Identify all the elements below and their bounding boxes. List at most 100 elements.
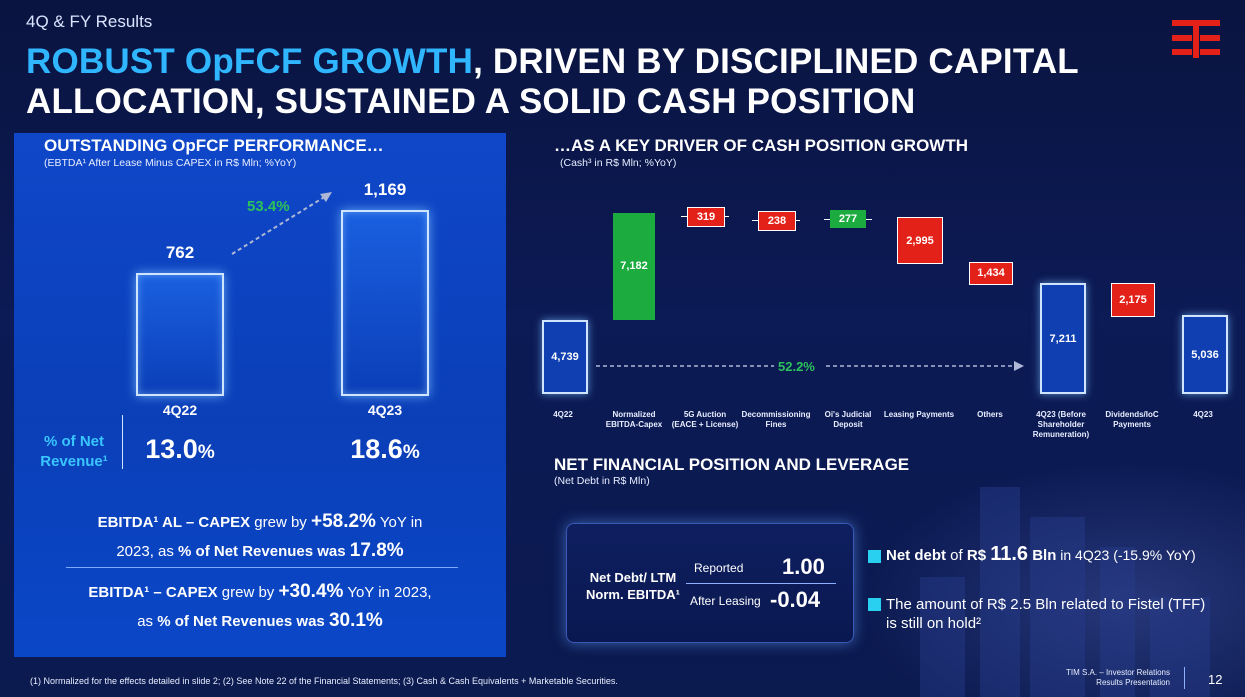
waterfall-category-line: 4Q23 (Before: [1036, 410, 1086, 419]
waterfall-category-line: Normalized: [612, 410, 656, 419]
summary-ebitda: EBITDA¹ – CAPEX grew by +30.4% YoY in 20…: [14, 578, 506, 636]
after-leasing-value: -0.04: [770, 587, 821, 612]
summary2-growth: +30.4%: [278, 581, 344, 602]
divider: [686, 583, 836, 584]
cash-title: …AS A KEY DRIVER OF CASH POSITION GROWTH: [554, 136, 969, 155]
waterfall-category-label: 4Q23 (Before Shareholder Remuneration): [1021, 410, 1101, 440]
page-number: 12: [1208, 672, 1223, 687]
net-debt-bullet: Net debt of R$ 11.6 Bln in 4Q23 (-15.9% …: [886, 543, 1196, 566]
city-skyline-background: [860, 460, 1245, 697]
waterfall-bar: 277: [830, 210, 866, 229]
summary1-pct: 17.8%: [349, 540, 404, 561]
summary2-text-4: % of Net Revenues was: [157, 613, 329, 630]
waterfall-category-label: 5G Auction (EACE + License): [665, 410, 745, 430]
summary1-text: grew by: [250, 514, 311, 531]
nfp-subtitle: (Net Debt in R$ Mln): [554, 475, 650, 487]
opfcf-growth-label: 53.4%: [247, 198, 290, 215]
waterfall-category-line: Others: [977, 410, 1003, 419]
bullet1-d: 11.6: [990, 543, 1029, 565]
opfcf-bar: [341, 210, 429, 396]
waterfall-category-line: Oi's Judicial: [824, 410, 872, 419]
waterfall-category-line: Deposit: [833, 420, 863, 429]
summary1-metric: EBITDA¹ AL – CAPEX: [97, 514, 251, 531]
cash-growth-arrow-icon: [596, 361, 1024, 371]
waterfall-category-line: Remuneration): [1032, 430, 1090, 439]
waterfall-bar: 319: [687, 206, 725, 227]
pct-label-line-2: Revenue¹: [40, 453, 108, 470]
pct-label-line-1: % of Net: [44, 433, 104, 450]
divider: [66, 567, 458, 568]
pct-net-revenue-label: % of Net Revenue¹: [30, 432, 118, 472]
waterfall-bar: 1,434: [969, 261, 1013, 286]
summary1-text-4: % of Net Revenues was: [178, 543, 350, 560]
waterfall-bar: 2,995: [897, 217, 943, 264]
fistel-bullet: The amount of R$ 2.5 Bln related to Fist…: [886, 595, 1205, 633]
pct-suffix: %: [197, 442, 215, 463]
bullet1-a: Net debt: [886, 547, 946, 564]
footer-company: TIM S.A. – Investor Relations Results Pr…: [1020, 668, 1170, 688]
waterfall-category-label: 4Q22: [523, 410, 603, 420]
waterfall-category-line: Decommissioning: [741, 410, 811, 419]
summary1-text-3: 2023, as: [116, 543, 179, 560]
pct-number: 18.6: [350, 434, 403, 464]
waterfall-bar: 5,036: [1182, 315, 1228, 394]
opfcf-category-label: 4Q22: [162, 402, 198, 418]
bullet1-c: R$: [966, 547, 991, 564]
bullet-square-icon: [868, 550, 881, 563]
bullet1-e: Bln: [1028, 547, 1057, 564]
waterfall-category-label: Others: [950, 410, 1030, 420]
divider: [1184, 667, 1185, 689]
waterfall-category-line: 5G Auction: [683, 410, 727, 419]
waterfall-category-line: Payments: [1113, 420, 1151, 429]
waterfall-category-label: Oi's Judicial Deposit: [808, 410, 888, 430]
waterfall-category-label: Dividends/IoC Payments: [1092, 410, 1172, 430]
bullet1-f: in 4Q23 (-15.9% YoY): [1056, 547, 1196, 563]
headline-rest-2: ALLOCATION, SUSTAINED A SOLID CASH POSIT…: [26, 82, 916, 121]
waterfall-bar: 2,175: [1111, 283, 1155, 318]
summary-ebitda-al: EBITDA¹ AL – CAPEX grew by +58.2% YoY in…: [14, 508, 506, 566]
headline-rest-1: , DRIVEN BY DISCIPLINED CAPITAL: [473, 42, 1079, 81]
summary2-metric: EBITDA¹ – CAPEX: [88, 584, 218, 601]
bullet-square-icon: [868, 598, 881, 611]
pct-number: 13.0: [145, 434, 198, 464]
bullet2-a: The amount of R$ 2.5 Bln related to Fist…: [886, 596, 1206, 613]
leverage-label-2: Norm. EBITDA¹: [586, 587, 680, 602]
waterfall-category-label: Normalized EBITDA-Capex: [594, 410, 674, 430]
opfcf-pct-value: 13.0%: [106, 434, 254, 465]
leverage-label-1: Net Debt/ LTM: [589, 570, 677, 585]
waterfall-bar: 238: [758, 210, 796, 231]
waterfall-category-label: Leasing Payments: [879, 410, 959, 420]
opfcf-pct-value: 18.6%: [311, 434, 459, 465]
nfp-title: NET FINANCIAL POSITION AND LEVERAGE: [554, 455, 910, 474]
opfcf-bar-value: 762: [165, 243, 195, 263]
summary1-growth: +58.2%: [310, 511, 376, 532]
waterfall-category-line: Shareholder: [1037, 420, 1085, 429]
section-tag: 4Q & FY Results: [26, 12, 153, 31]
waterfall-bar: 4,739: [542, 319, 588, 394]
reported-value: 1.00: [782, 554, 825, 579]
summary2-text-3: as: [137, 613, 158, 630]
waterfall-category-label: Decommissioning Fines: [736, 410, 816, 430]
reported-label: Reported: [694, 561, 744, 575]
bullet2-b: is still on hold²: [886, 615, 982, 632]
waterfall-category-line: Dividends/IoC: [1105, 410, 1159, 419]
cash-growth-label: 52.2%: [778, 359, 815, 374]
waterfall-category-line: Leasing Payments: [883, 410, 955, 419]
bullet1-b: of: [946, 547, 967, 564]
summary2-pct: 30.1%: [328, 610, 383, 631]
after-leasing-label: After Leasing: [690, 594, 761, 608]
footnotes: (1) Normalized for the effects detailed …: [30, 676, 618, 686]
waterfall-category-line: Fines: [765, 420, 787, 429]
opfcf-title: OUTSTANDING OpFCF PERFORMANCE…: [44, 136, 384, 155]
waterfall-category-label: 4Q23: [1163, 410, 1243, 420]
summary2-text-2: YoY in 2023,: [343, 584, 432, 601]
divider: [122, 415, 123, 469]
summary2-text: grew by: [217, 584, 279, 601]
tim-logo-icon: [1172, 20, 1220, 58]
headline-accent: ROBUST OpFCF GROWTH: [26, 42, 474, 81]
waterfall-bar: 7,211: [1040, 283, 1086, 394]
opfcf-category-label: 4Q23: [367, 402, 403, 418]
footer-company-2: Results Presentation: [1096, 678, 1170, 687]
growth-arrow-icon: [231, 192, 332, 255]
page-headline: ROBUST OpFCF GROWTH, DRIVEN BY DISCIPLIN…: [26, 42, 1146, 122]
